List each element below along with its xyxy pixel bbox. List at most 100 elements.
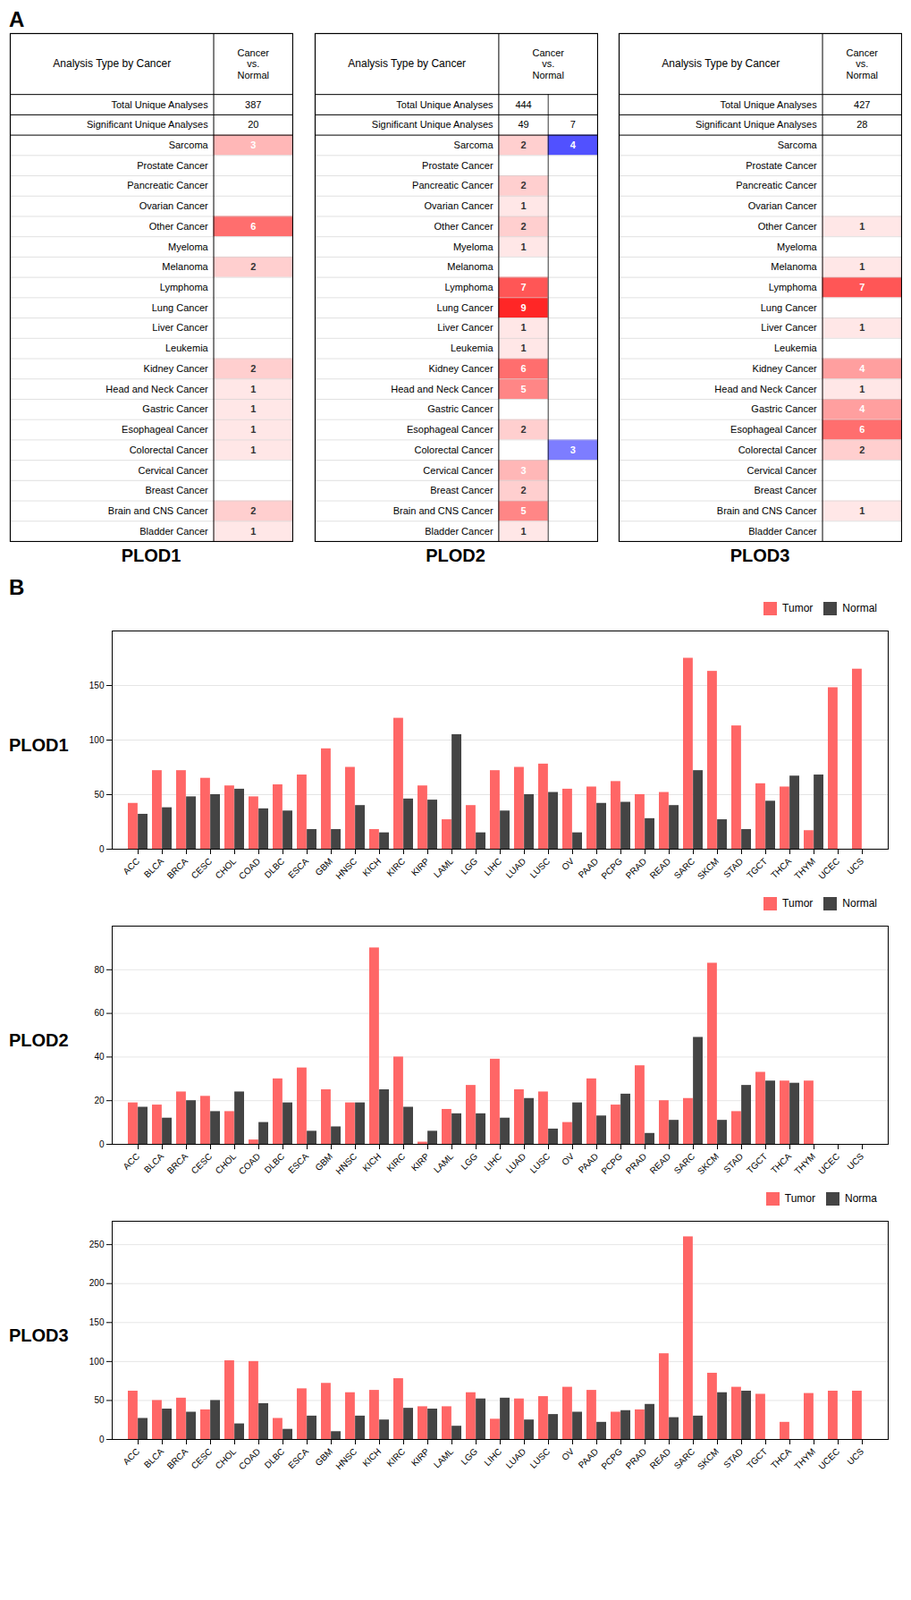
svg-text:Total Unique Analyses: Total Unique Analyses	[719, 99, 818, 110]
svg-text:Melanoma: Melanoma	[161, 261, 209, 272]
svg-text:SKCM: SKCM	[695, 1445, 721, 1471]
svg-text:HNSC: HNSC	[333, 1445, 359, 1471]
svg-text:KICH: KICH	[360, 1445, 383, 1468]
svg-text:TGCT: TGCT	[744, 1445, 769, 1470]
svg-text:Cervical Cancer: Cervical Cancer	[137, 464, 209, 476]
svg-text:Myeloma: Myeloma	[452, 241, 494, 253]
svg-text:Colorectal Cancer: Colorectal Cancer	[413, 444, 493, 456]
svg-text:Pancreatic Cancer: Pancreatic Cancer	[735, 179, 818, 191]
svg-text:2: 2	[520, 139, 526, 151]
svg-text:GBM: GBM	[312, 1150, 335, 1173]
svg-text:Liver Cancer: Liver Cancer	[437, 321, 494, 333]
svg-text:2: 2	[250, 261, 256, 272]
svg-text:PRAD: PRAD	[624, 1445, 649, 1470]
svg-text:KIRP: KIRP	[409, 1445, 432, 1468]
svg-text:1: 1	[250, 403, 256, 414]
svg-text:GBM: GBM	[312, 855, 335, 878]
svg-text:THYM: THYM	[792, 1150, 818, 1176]
svg-text:CESC: CESC	[189, 1150, 214, 1175]
svg-text:387: 387	[244, 99, 262, 110]
svg-text:Cancervs.Normal: Cancervs.Normal	[846, 47, 879, 80]
svg-text:Colorectal Cancer: Colorectal Cancer	[129, 444, 209, 456]
svg-text:150: 150	[89, 680, 105, 691]
svg-text:Bladder Cancer: Bladder Cancer	[139, 525, 209, 537]
svg-text:CHOL: CHOL	[213, 1445, 239, 1471]
svg-text:Other Cancer: Other Cancer	[149, 220, 209, 232]
svg-text:7: 7	[859, 281, 865, 293]
svg-text:1: 1	[520, 342, 526, 354]
svg-text:SKCM: SKCM	[695, 1150, 721, 1176]
svg-text:Myeloma: Myeloma	[776, 241, 819, 253]
svg-text:Kidney Cancer: Kidney Cancer	[752, 362, 818, 374]
svg-text:1: 1	[859, 505, 865, 516]
svg-text:BLCA: BLCA	[142, 855, 166, 879]
svg-text:LGG: LGG	[458, 855, 480, 877]
svg-text:Leukemia: Leukemia	[449, 342, 494, 354]
svg-text:Breast Cancer: Breast Cancer	[144, 484, 209, 496]
svg-text:40: 40	[93, 1051, 105, 1062]
svg-text:Prostate Cancer: Prostate Cancer	[421, 160, 494, 171]
svg-text:200: 200	[89, 1277, 105, 1288]
svg-text:0: 0	[99, 1138, 105, 1149]
svg-text:1: 1	[520, 241, 526, 253]
svg-text:STAD: STAD	[721, 1445, 745, 1469]
svg-text:PCPG: PCPG	[598, 1445, 625, 1471]
svg-text:PRAD: PRAD	[624, 1150, 649, 1175]
svg-text:1: 1	[859, 321, 865, 333]
svg-text:LAML: LAML	[431, 1150, 456, 1175]
svg-text:HNSC: HNSC	[333, 1150, 359, 1176]
svg-text:COAD: COAD	[236, 855, 262, 881]
svg-text:2: 2	[250, 362, 256, 374]
svg-text:KIRC: KIRC	[384, 1445, 407, 1468]
svg-text:KICH: KICH	[360, 855, 383, 878]
svg-text:UCS: UCS	[844, 1445, 866, 1467]
svg-text:80: 80	[93, 964, 105, 975]
svg-text:PRAD: PRAD	[624, 855, 649, 880]
svg-text:Pancreatic Cancer: Pancreatic Cancer	[412, 179, 494, 191]
svg-text:THCA: THCA	[768, 1150, 793, 1175]
svg-text:Head and Neck Cancer: Head and Neck Cancer	[105, 383, 209, 395]
svg-text:Lymphoma: Lymphoma	[768, 281, 819, 293]
svg-text:Sarcoma: Sarcoma	[453, 139, 494, 151]
svg-text:KIRP: KIRP	[409, 855, 432, 878]
svg-text:LGG: LGG	[458, 1445, 480, 1467]
svg-text:Kidney Cancer: Kidney Cancer	[143, 362, 209, 374]
svg-text:2: 2	[520, 423, 526, 435]
svg-text:1: 1	[250, 525, 256, 537]
svg-text:Breast Cancer: Breast Cancer	[753, 484, 818, 496]
svg-text:5: 5	[520, 383, 526, 395]
svg-text:9: 9	[520, 302, 526, 313]
svg-text:BRCA: BRCA	[165, 855, 191, 881]
svg-text:6: 6	[520, 362, 526, 374]
svg-text:4: 4	[859, 403, 866, 414]
svg-text:Significant Unique Analyses: Significant Unique Analyses	[695, 118, 818, 130]
svg-text:Cervical Cancer: Cervical Cancer	[422, 464, 494, 476]
svg-text:BLCA: BLCA	[142, 1445, 166, 1469]
svg-text:250: 250	[89, 1239, 105, 1249]
svg-text:Prostate Cancer: Prostate Cancer	[745, 160, 818, 171]
svg-text:READ: READ	[648, 1445, 673, 1470]
svg-text:Lung Cancer: Lung Cancer	[151, 302, 209, 313]
svg-text:1: 1	[520, 200, 526, 211]
svg-text:Colorectal Cancer: Colorectal Cancer	[738, 444, 818, 456]
svg-text:Esophageal Cancer: Esophageal Cancer	[121, 423, 209, 435]
svg-text:6: 6	[859, 423, 865, 435]
svg-text:49: 49	[517, 118, 529, 130]
svg-text:DLBC: DLBC	[262, 1150, 287, 1175]
svg-text:60: 60	[93, 1007, 105, 1018]
svg-text:2: 2	[520, 220, 526, 232]
svg-text:Lymphoma: Lymphoma	[444, 281, 494, 293]
svg-text:Head and Neck Cancer: Head and Neck Cancer	[714, 383, 818, 395]
svg-text:1: 1	[250, 423, 256, 435]
svg-text:ACC: ACC	[120, 1150, 142, 1172]
svg-text:4: 4	[569, 139, 576, 151]
svg-text:5: 5	[520, 505, 526, 516]
svg-text:20: 20	[247, 118, 259, 130]
svg-text:Gastric Cancer: Gastric Cancer	[750, 403, 818, 414]
svg-text:DLBC: DLBC	[262, 855, 287, 880]
svg-text:Analysis Type by Cancer: Analysis Type by Cancer	[661, 57, 780, 70]
svg-text:UCS: UCS	[844, 855, 866, 877]
svg-text:BRCA: BRCA	[165, 1150, 191, 1176]
svg-text:PAAD: PAAD	[576, 855, 601, 880]
svg-text:LAML: LAML	[431, 1445, 456, 1470]
